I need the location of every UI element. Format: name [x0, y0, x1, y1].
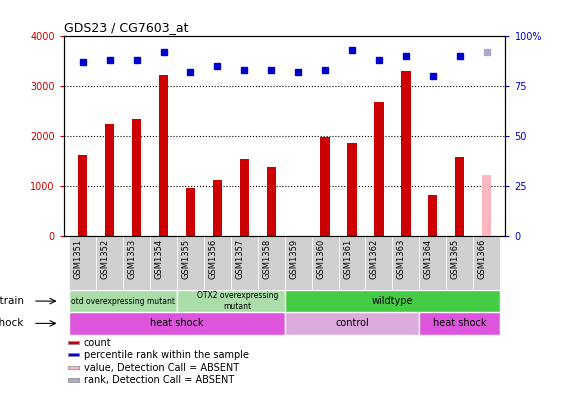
Text: value, Detection Call = ABSENT: value, Detection Call = ABSENT	[84, 363, 239, 373]
Bar	[78, 155, 88, 236]
Bar	[123, 236, 150, 290]
Text: GSM1362: GSM1362	[370, 239, 379, 279]
Text: otd overexpressing mutant: otd overexpressing mutant	[71, 297, 175, 306]
Bar	[69, 341, 80, 344]
Bar	[105, 124, 114, 236]
Text: GSM1351: GSM1351	[74, 239, 83, 279]
Bar	[267, 167, 276, 236]
Bar	[419, 236, 446, 290]
Bar	[473, 236, 500, 290]
Bar	[285, 312, 419, 335]
Text: shock: shock	[0, 318, 24, 328]
Bar	[258, 236, 285, 290]
Text: GSM1352: GSM1352	[101, 239, 110, 279]
Text: GDS23 / CG7603_at: GDS23 / CG7603_at	[64, 21, 188, 34]
Text: control: control	[335, 318, 369, 328]
Bar	[186, 188, 195, 236]
Text: percentile rank within the sample: percentile rank within the sample	[84, 350, 249, 360]
Bar	[177, 290, 298, 312]
Bar	[69, 290, 177, 312]
Text: GSM1354: GSM1354	[155, 239, 163, 279]
Bar	[392, 236, 419, 290]
Text: GSM1359: GSM1359	[289, 239, 298, 279]
Text: wildtype: wildtype	[372, 296, 413, 306]
Text: GSM1361: GSM1361	[343, 239, 352, 279]
Text: heat shock: heat shock	[433, 318, 486, 328]
Bar	[311, 236, 339, 290]
Bar	[69, 353, 80, 356]
Bar	[339, 236, 365, 290]
Text: GSM1360: GSM1360	[316, 239, 325, 279]
Bar	[428, 195, 437, 236]
Bar	[320, 137, 330, 236]
Bar	[231, 236, 258, 290]
Bar	[482, 175, 492, 236]
Bar	[455, 156, 464, 236]
Bar	[159, 75, 168, 236]
Bar	[285, 290, 500, 312]
Bar	[347, 143, 357, 236]
Text: GSM1365: GSM1365	[451, 239, 460, 279]
Text: count: count	[84, 337, 112, 348]
Bar	[204, 236, 231, 290]
Bar	[239, 159, 249, 236]
Bar	[401, 71, 411, 236]
Text: GSM1363: GSM1363	[397, 239, 406, 280]
Bar	[150, 236, 177, 290]
Text: GSM1353: GSM1353	[128, 239, 137, 279]
Bar	[177, 236, 204, 290]
Text: GSM1356: GSM1356	[209, 239, 217, 279]
Text: rank, Detection Call = ABSENT: rank, Detection Call = ABSENT	[84, 375, 234, 385]
Bar	[285, 236, 311, 290]
Bar	[132, 119, 141, 236]
Text: GSM1364: GSM1364	[424, 239, 433, 279]
Bar	[96, 236, 123, 290]
Bar	[69, 379, 80, 382]
Text: GSM1355: GSM1355	[181, 239, 191, 279]
Text: OTX2 overexpressing
mutant: OTX2 overexpressing mutant	[197, 291, 278, 311]
Bar	[69, 236, 96, 290]
Text: GSM1358: GSM1358	[262, 239, 271, 279]
Bar	[365, 236, 392, 290]
Text: strain: strain	[0, 296, 24, 306]
Text: heat shock: heat shock	[150, 318, 204, 328]
Bar	[374, 102, 383, 236]
Bar	[446, 236, 473, 290]
Bar	[69, 366, 80, 369]
Bar	[419, 312, 500, 335]
Text: GSM1366: GSM1366	[478, 239, 487, 280]
Bar	[213, 180, 222, 236]
Bar	[69, 312, 285, 335]
Text: GSM1357: GSM1357	[235, 239, 244, 279]
